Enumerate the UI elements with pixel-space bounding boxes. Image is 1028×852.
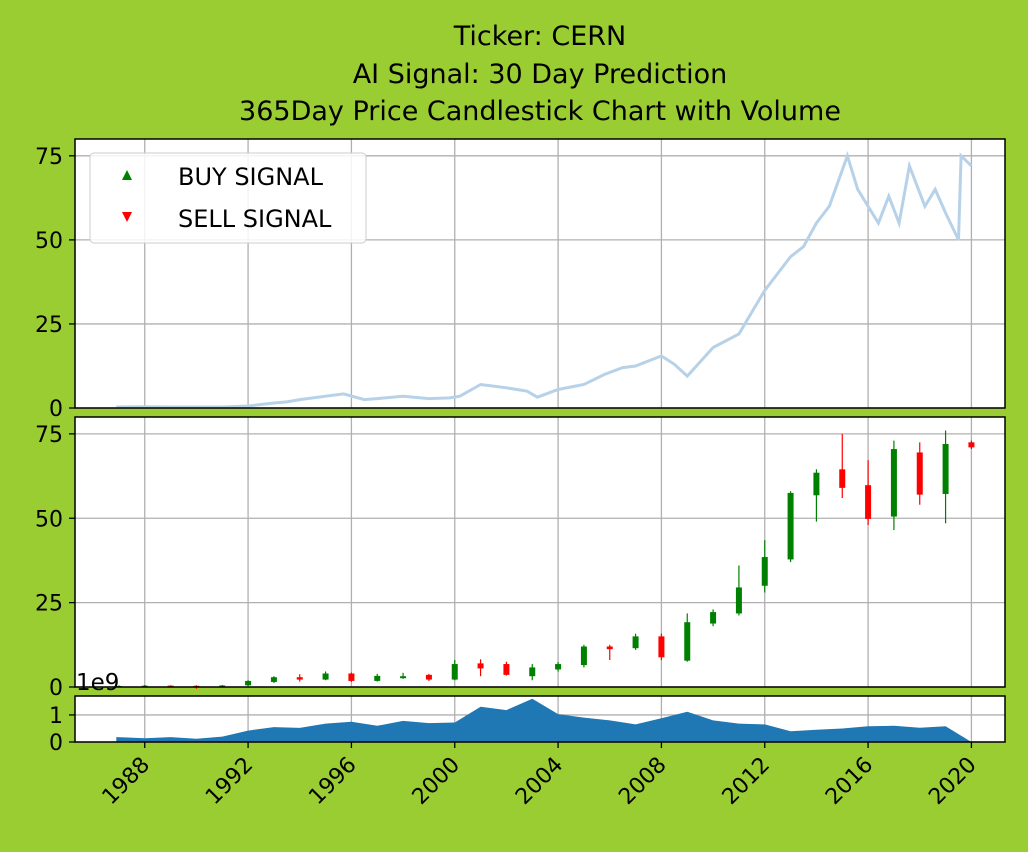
candle-body-up xyxy=(735,587,742,614)
candle-body-down xyxy=(296,677,303,680)
candle-body-up xyxy=(400,676,407,679)
candle-body-up xyxy=(451,664,458,680)
candle-body-up xyxy=(684,622,691,661)
chart-title-line-1: Ticker: CERN xyxy=(453,21,626,52)
candle-body-down xyxy=(606,646,613,650)
price-line-panel: 0 25 50 75 BUY SIGNAL SELL SIGNAL xyxy=(35,138,1006,422)
y-tick-label: 25 xyxy=(35,313,63,338)
price-line-frame xyxy=(74,138,1006,409)
legend-box xyxy=(89,152,367,244)
candle-body-up xyxy=(374,675,381,681)
y-tick-label: 75 xyxy=(35,423,63,448)
candle-body-up xyxy=(890,449,897,517)
candle-body-down xyxy=(865,485,872,519)
legend-buy-label: BUY SIGNAL xyxy=(178,163,324,191)
volume-frame xyxy=(74,695,1006,743)
volume-y-ticks: 01 xyxy=(49,704,75,756)
candle-body-up xyxy=(813,472,820,496)
price-line-series xyxy=(116,151,973,409)
volume-offset-label: 1e9 xyxy=(76,670,119,696)
legend-buy-triangle-up-icon xyxy=(122,170,132,180)
y-tick-label: 25 xyxy=(35,592,63,617)
candle-body-up xyxy=(787,492,794,560)
y-tick-label: 50 xyxy=(35,229,63,254)
y-tick-label: 0 xyxy=(49,731,63,756)
candle-body-down xyxy=(477,663,484,669)
candlestick-series xyxy=(115,430,975,689)
candle-body-up xyxy=(555,664,562,670)
candle-body-up xyxy=(942,444,949,494)
legend-sell-triangle-down-icon xyxy=(122,212,132,222)
volume-area-series xyxy=(116,698,998,742)
y-tick-label: 0 xyxy=(49,676,63,701)
candle-body-down xyxy=(916,452,923,495)
candlestick-panel: 0 25 50 75 xyxy=(35,416,1006,701)
y-tick-label: 0 xyxy=(49,397,63,422)
candle-body-up xyxy=(245,680,252,686)
chart-title-line-2: AI Signal: 30 Day Prediction xyxy=(353,59,728,90)
candle-body-down xyxy=(503,664,510,675)
candle-body-up xyxy=(219,685,226,687)
candle-body-down xyxy=(968,442,975,448)
y-tick-label: 50 xyxy=(35,507,63,532)
candle-body-up xyxy=(761,557,768,586)
candle-body-up xyxy=(322,673,329,680)
candlestick-frame xyxy=(74,416,1006,688)
candle-body-up xyxy=(529,667,536,677)
candle-body-up xyxy=(270,677,277,682)
candle-body-down xyxy=(348,673,355,681)
candle-body-up xyxy=(710,612,717,624)
candlestick-plot-area xyxy=(75,417,1005,687)
legend-sell-label: SELL SIGNAL xyxy=(178,205,332,233)
y-tick-label: 1 xyxy=(49,704,63,729)
price-line-y-ticks: 0 25 50 75 xyxy=(35,145,75,422)
legend: BUY SIGNAL SELL SIGNAL xyxy=(89,152,367,244)
y-tick-label: 75 xyxy=(35,145,63,170)
chart-title-line-3: 365Day Price Candlestick Chart with Volu… xyxy=(239,96,841,127)
candle-body-down xyxy=(425,674,432,680)
candle-body-down xyxy=(839,469,846,488)
candlestick-y-ticks: 0 25 50 75 xyxy=(35,423,75,701)
candle-body-up xyxy=(632,636,639,649)
candle-body-up xyxy=(580,646,587,666)
candle-body-down xyxy=(658,636,665,658)
